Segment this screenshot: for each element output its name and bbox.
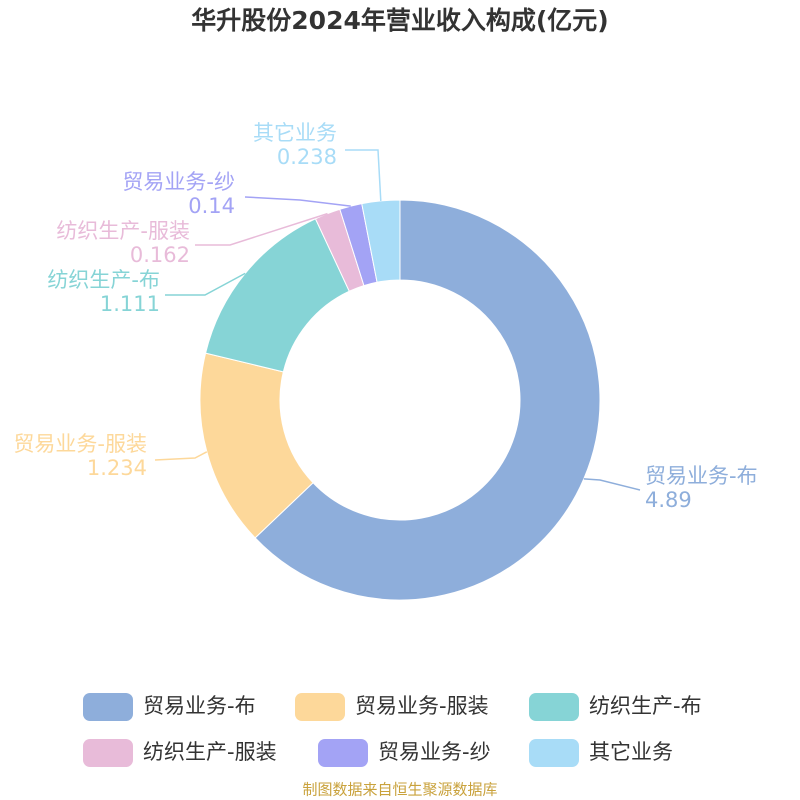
- legend-label: 贸易业务-布: [143, 694, 256, 718]
- leader-line: [165, 272, 246, 296]
- legend-label: 其它业务: [589, 740, 673, 764]
- legend-label: 纺织生产-服装: [143, 740, 277, 764]
- legend-label: 贸易业务-纱: [378, 740, 491, 764]
- leader-line: [195, 212, 328, 246]
- donut-slice: [254, 199, 601, 601]
- data-label-name: 其它业务: [253, 121, 337, 145]
- legend-swatch: [529, 739, 579, 767]
- leader-line: [154, 451, 208, 461]
- legend-swatch: [83, 693, 133, 721]
- data-label-value: 4.89: [645, 488, 692, 512]
- data-label-value: 0.162: [130, 243, 190, 267]
- data-label-value: 1.234: [87, 456, 147, 480]
- data-label-value: 0.238: [277, 145, 337, 169]
- data-label-value: 0.14: [188, 194, 235, 218]
- legend-label: 贸易业务-服装: [355, 694, 489, 718]
- legend-swatch: [318, 739, 368, 767]
- leader-line: [583, 478, 641, 491]
- data-label-name: 贸易业务-布: [645, 464, 758, 488]
- data-label-name: 纺织生产-布: [47, 268, 160, 292]
- legend-swatch: [529, 693, 579, 721]
- data-label-value: 1.111: [100, 292, 160, 316]
- donut-slice: [361, 199, 401, 283]
- data-label-name: 纺织生产-服装: [56, 219, 190, 243]
- legend-label: 纺织生产-布: [589, 694, 702, 718]
- source-note: 制图数据来自恒生聚源数据库: [302, 781, 497, 799]
- leader-line: [345, 149, 382, 201]
- leader-line: [244, 196, 351, 207]
- legend-swatch: [83, 739, 133, 767]
- chart-title: 华升股份2024年营业收入构成(亿元): [191, 6, 608, 35]
- data-label-name: 贸易业务-纱: [122, 170, 235, 194]
- legend-swatch: [295, 693, 345, 721]
- data-label-name: 贸易业务-服装: [13, 432, 147, 456]
